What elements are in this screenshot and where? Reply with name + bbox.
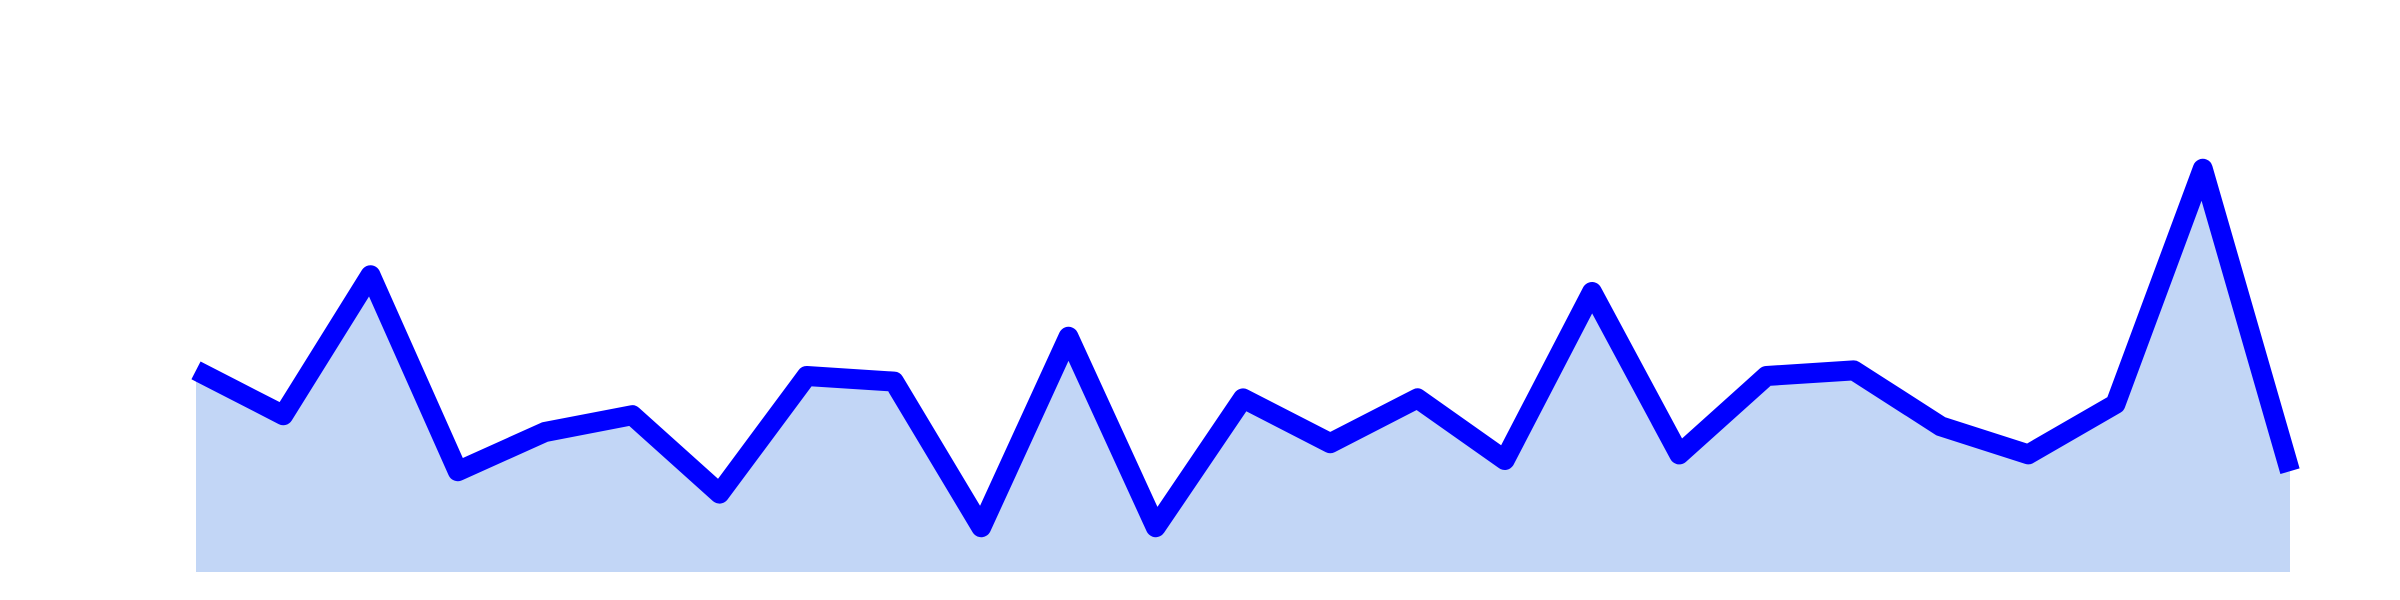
data-point-7	[797, 366, 817, 386]
data-point-23	[2193, 159, 2213, 179]
data-point-10	[1059, 327, 1079, 347]
data-point-20	[1931, 416, 1951, 436]
data-point-24	[2280, 461, 2300, 481]
data-point-5	[622, 405, 642, 425]
data-point-2	[361, 265, 381, 285]
data-point-9	[971, 517, 991, 537]
data-point-4	[535, 422, 555, 442]
data-point-3	[448, 461, 468, 481]
data-point-13	[1320, 433, 1340, 453]
series-area-fill	[196, 168, 2290, 573]
data-point-19	[1844, 360, 1864, 380]
data-point-12	[1233, 388, 1253, 408]
data-point-18	[1757, 366, 1777, 386]
data-point-15	[1495, 450, 1515, 470]
data-point-1	[273, 405, 293, 425]
data-point-17	[1669, 444, 1689, 464]
series-line	[191, 158, 2300, 538]
data-point-8	[884, 372, 904, 392]
data-point-6	[710, 484, 730, 504]
data-point-11	[1146, 517, 1166, 537]
data-point-22	[2106, 394, 2126, 414]
data-point-16	[1582, 282, 1602, 302]
data-point-21	[2018, 444, 2038, 464]
data-point-0	[186, 360, 206, 380]
data-point-14	[1408, 388, 1428, 408]
